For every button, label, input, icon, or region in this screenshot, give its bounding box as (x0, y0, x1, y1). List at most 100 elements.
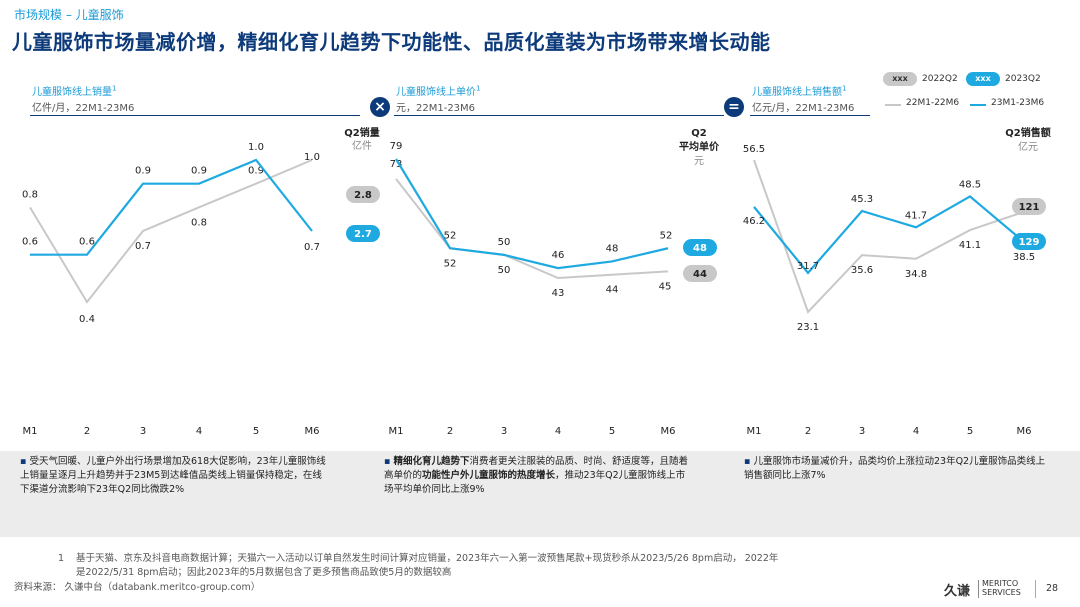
chart3-tick-label: 5 (967, 426, 973, 437)
chart2-tick-label: M1 (389, 426, 404, 437)
chart3-line-old (753, 159, 1025, 314)
footnote-number: 1 (58, 553, 65, 564)
page-number: 28 (1046, 583, 1059, 594)
chart2-q2-pill-2022 (683, 265, 717, 282)
chart2-data-label: 79 (390, 141, 403, 152)
panel2-underline (394, 115, 724, 116)
chart3-data-label: 34.8 (905, 269, 927, 280)
chart2-q2-label: 平均单价 (679, 140, 720, 153)
note-2: ▪ 精细化育儿趋势下消费者更关注服装的品质、时尚、舒适度等，且随着高单价的功能性… (384, 456, 689, 495)
chart3-line-new (753, 195, 1025, 275)
panel1-title: 儿童服饰线上销量1 (32, 84, 117, 98)
chart3-data-label: 56.5 (743, 144, 765, 155)
chart3-tick-label: 4 (913, 426, 919, 437)
chart3-data-label: 35.6 (851, 265, 873, 276)
legend-label-2023: 2023Q2 (1005, 74, 1041, 84)
chart3-data-label: 48.5 (959, 179, 981, 190)
chart1-data-label: 0.7 (304, 242, 320, 253)
chart1-tick-label: 4 (196, 426, 202, 437)
chart3-data-label: 23.1 (797, 322, 819, 333)
chart2-tick-label: 5 (609, 426, 615, 437)
chart2-line-old (395, 178, 669, 280)
chart1-data-label: 0.9 (248, 166, 264, 177)
chart2-data-label: 45 (659, 281, 672, 292)
chart3-data-label: 31.7 (797, 261, 819, 272)
legend-pill-2022: xxx (883, 72, 917, 86)
page-title: 儿童服饰市场量减价增，精细化育儿趋势下功能性、品质化童装为市场带来增长动能 (12, 30, 771, 54)
legend-label-new: 23M1-23M6 (991, 98, 1045, 108)
chart3-q2-pill-2023 (1012, 233, 1046, 250)
legend-pill-2023: xxx (966, 72, 1000, 86)
chart2-q2-label: 元 (694, 156, 704, 167)
page-divider (1035, 580, 1036, 598)
legend-line-old (885, 104, 901, 106)
chart1-data-label: 1.0 (248, 142, 264, 153)
chart3-data-label: 46.2 (743, 216, 765, 227)
chart1-line-new (30, 158, 313, 256)
chart2-line-new (395, 158, 669, 270)
logo-en: MERITCO SERVICES (982, 579, 1021, 597)
chart1-tick-label: 5 (253, 426, 259, 437)
chart1-tick-label: 3 (140, 426, 146, 437)
chart2-data-label: 73 (390, 159, 403, 170)
logo-divider (978, 580, 979, 598)
panel3-title: 儿童服饰线上销售额1 (752, 84, 847, 98)
chart2-tick-label: 3 (501, 426, 507, 437)
chart2-data-label: 52 (444, 230, 457, 241)
charts-area: 0.80.40.70.80.91.00.6 0.60.9 0.91.00.7M1 2 3… (22, 126, 1051, 437)
chart1-tick-label: M6 (305, 426, 320, 437)
chart2-q2-pill-2023 (683, 239, 717, 256)
chart3-data-label: 45.3 (851, 194, 873, 205)
chart1-data-label: 0.8 (191, 217, 207, 228)
chart2-data-label: 44 (606, 285, 619, 296)
chart3-data-label: 41.1 (959, 240, 981, 251)
notes-panel: ▪ 受天气回暖、儿童户外出行场景增加及618大促影响，23年儿童服饰线上销量呈逐… (0, 451, 1080, 537)
chart2-tick-label: 2 (447, 426, 453, 437)
chart3-tick-label: 2 (805, 426, 811, 437)
chart2-data-label: 52 (444, 258, 457, 269)
chart3-q2-label: 亿元 (1018, 140, 1038, 153)
legend-label-old: 22M1-22M6 (906, 98, 960, 108)
chart1-q2-label: Q2销量 (344, 126, 379, 139)
chart1-tick-label: 2 (84, 426, 90, 437)
chart2-data-label: 52 (660, 230, 673, 241)
legend-label-2022: 2022Q2 (922, 74, 958, 84)
breadcrumb: 市场规模 – 儿童服饰 (14, 8, 124, 22)
chart2-q2-value-2023: 48 (693, 243, 707, 254)
chart1-data-label: 0.6 (22, 237, 38, 248)
equals-icon: = (724, 97, 744, 117)
chart3-tick-label: 3 (859, 426, 865, 437)
chart3-q2-label: Q2销售额 (1005, 126, 1050, 139)
chart3-tick-label: M1 (747, 426, 762, 437)
note-3: ▪ 儿童服饰市场量减价升，品类均价上涨拉动23年Q2儿童服饰品类线上销售额同比上… (744, 456, 1046, 481)
logo-cn: 久谦 (944, 584, 971, 599)
legend-line-new (970, 104, 986, 106)
times-icon: × (370, 97, 390, 117)
chart3-data-label: 38.5 (1013, 252, 1035, 263)
chart3-q2-value-2022: 121 (1019, 202, 1040, 213)
chart3-q2-pill-2022 (1012, 198, 1046, 215)
footnote-line1: 基于天猫、京东及抖音电商数据计算；天猫六一入活动以订单自然发生时间计算对应销量，… (76, 553, 779, 564)
chart2-data-label: 46 (552, 250, 565, 261)
chart3-data-label: 41.7 (905, 210, 927, 221)
chart1-data-label: 0.6 (79, 237, 95, 248)
note-1: ▪ 受天气回暖、儿童户外出行场景增加及618大促影响，23年儿童服饰线上销量呈逐… (20, 456, 326, 495)
chart1-q2-value-2022: 2.8 (354, 190, 372, 201)
bullet-icon: ▪ (744, 456, 751, 467)
chart2-data-label: 43 (552, 288, 565, 299)
panel3-subtitle: 亿元/月，22M1-23M6 (752, 103, 855, 114)
chart1-q2-value-2023: 2.7 (354, 229, 372, 240)
chart1-tick-label: M1 (23, 426, 38, 437)
chart1-data-label: 0.7 (135, 241, 151, 252)
chart2-data-label: 50 (498, 265, 511, 276)
chart1-q2-pill-2023 (346, 225, 380, 242)
panel1-subtitle: 亿件/月，22M1-23M6 (32, 103, 135, 114)
chart1-q2-pill-2022 (346, 186, 380, 203)
bullet-icon: ▪ (20, 456, 27, 467)
bullet-icon: ▪ (384, 456, 391, 467)
chart1-data-label: 1.0 (304, 152, 320, 163)
chart2-q2-label: Q2 (691, 128, 707, 139)
chart2-data-label: 50 (498, 237, 511, 248)
chart1-data-label: 0.9 (135, 166, 151, 177)
chart1-data-label: 0.9 (191, 166, 207, 177)
